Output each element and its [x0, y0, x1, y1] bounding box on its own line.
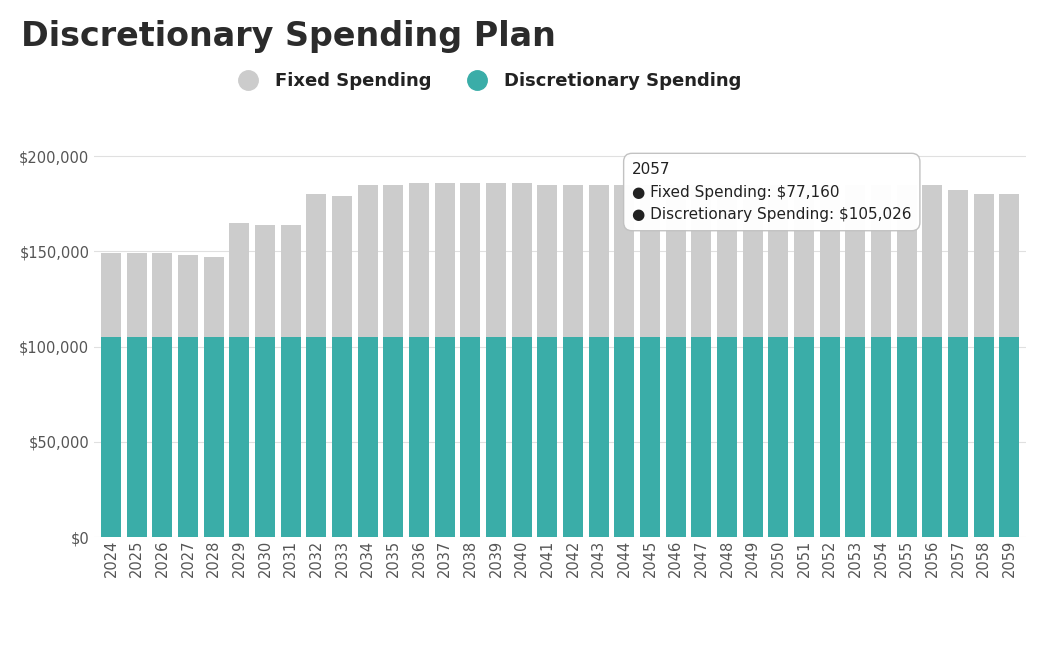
Bar	[486, 183, 506, 337]
Bar	[332, 196, 352, 337]
Bar	[896, 337, 917, 537]
Bar	[640, 337, 660, 537]
Text: Discretionary Spending Plan: Discretionary Spending Plan	[21, 20, 556, 52]
Bar	[588, 337, 608, 537]
Bar	[254, 337, 275, 537]
Bar	[461, 183, 481, 337]
Bar	[409, 183, 429, 337]
Bar	[666, 337, 686, 537]
Bar	[537, 185, 557, 337]
Bar	[383, 185, 403, 337]
Bar	[717, 337, 737, 537]
Bar	[845, 185, 866, 337]
Bar	[537, 337, 557, 537]
Bar	[820, 337, 840, 537]
Bar	[691, 185, 711, 337]
Bar	[383, 337, 403, 537]
Bar	[948, 337, 968, 537]
Bar	[512, 183, 532, 337]
Bar	[281, 225, 300, 337]
Bar	[615, 337, 634, 537]
Bar	[563, 185, 583, 337]
Bar	[871, 337, 891, 537]
Bar	[871, 185, 891, 337]
Bar	[974, 194, 994, 337]
Bar	[563, 337, 583, 537]
Bar	[768, 337, 788, 537]
Bar	[307, 194, 327, 337]
Bar	[922, 185, 942, 337]
Bar	[896, 185, 917, 337]
Bar	[178, 337, 198, 537]
Bar	[717, 185, 737, 337]
Bar	[203, 337, 224, 537]
Bar	[307, 337, 327, 537]
Bar	[203, 257, 224, 337]
Bar	[229, 223, 249, 337]
Legend: Fixed Spending, Discretionary Spending: Fixed Spending, Discretionary Spending	[230, 73, 741, 90]
Bar	[768, 185, 788, 337]
Bar	[435, 183, 454, 337]
Bar	[845, 337, 866, 537]
Bar	[461, 337, 481, 537]
Bar	[127, 337, 147, 537]
Bar	[281, 337, 300, 537]
Bar	[794, 185, 814, 337]
Bar	[794, 337, 814, 537]
Bar	[1000, 337, 1020, 537]
Bar	[820, 185, 840, 337]
Bar	[742, 337, 762, 537]
Bar	[588, 185, 608, 337]
Bar	[640, 185, 660, 337]
Bar	[666, 185, 686, 337]
Bar	[615, 185, 634, 337]
Bar	[742, 185, 762, 337]
Bar	[152, 253, 173, 337]
Bar	[1000, 194, 1020, 337]
Bar	[101, 337, 120, 537]
Bar	[691, 337, 711, 537]
Bar	[101, 253, 120, 337]
Bar	[229, 337, 249, 537]
Bar	[974, 337, 994, 537]
Bar	[435, 337, 454, 537]
Bar	[178, 255, 198, 337]
Text: 2057
● Fixed Spending: $77,160
● Discretionary Spending: $105,026: 2057 ● Fixed Spending: $77,160 ● Discret…	[632, 162, 912, 222]
Bar	[358, 337, 378, 537]
Bar	[332, 337, 352, 537]
Bar	[409, 337, 429, 537]
Bar	[127, 253, 147, 337]
Bar	[512, 337, 532, 537]
Bar	[254, 225, 275, 337]
Bar	[948, 190, 968, 337]
Bar	[486, 337, 506, 537]
Bar	[358, 185, 378, 337]
Bar	[152, 337, 173, 537]
Bar	[922, 337, 942, 537]
